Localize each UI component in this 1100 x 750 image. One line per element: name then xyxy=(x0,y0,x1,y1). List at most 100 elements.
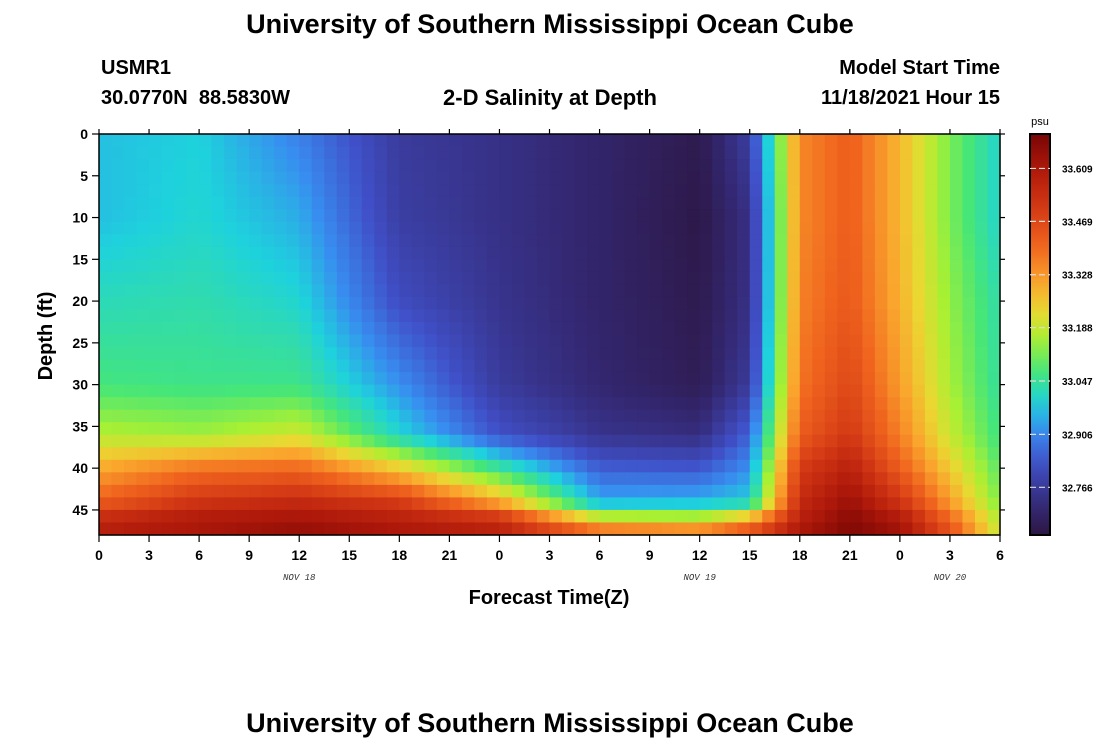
heatmap-cell xyxy=(299,184,313,198)
heatmap-cell xyxy=(674,246,688,260)
heatmap-cell xyxy=(737,422,751,436)
heatmap-cell xyxy=(962,447,976,461)
heatmap-cell xyxy=(511,472,526,486)
heatmap-cell xyxy=(812,284,826,298)
heatmap-cell xyxy=(211,397,225,411)
heatmap-cell xyxy=(274,171,288,185)
heatmap-cell xyxy=(186,296,200,311)
heatmap-cell xyxy=(749,409,763,423)
heatmap-cell xyxy=(662,372,676,386)
heatmap-cell xyxy=(311,284,325,298)
heatmap-cell xyxy=(862,284,876,298)
heatmap-cell xyxy=(762,146,776,160)
heatmap-cell xyxy=(324,409,338,423)
heatmap-cell xyxy=(624,397,638,411)
heatmap-cell xyxy=(574,422,588,436)
heatmap-cell xyxy=(361,321,375,336)
heatmap-cell xyxy=(987,221,1001,235)
heatmap-cell xyxy=(787,196,801,210)
heatmap-cell xyxy=(599,296,613,311)
heatmap-cell xyxy=(637,196,651,210)
heatmap-cell xyxy=(499,309,513,323)
heatmap-cell xyxy=(461,159,476,173)
heatmap-cell xyxy=(399,434,413,448)
heatmap-cell xyxy=(349,159,363,173)
heatmap-cell xyxy=(124,196,138,210)
heatmap-cell xyxy=(949,447,964,461)
heatmap-cell xyxy=(499,134,513,148)
heatmap-cell xyxy=(111,246,125,260)
heatmap-cell xyxy=(261,347,275,361)
heatmap-cell xyxy=(937,234,951,248)
heatmap-cell xyxy=(662,409,676,423)
heatmap-cell xyxy=(449,221,463,235)
heatmap-cell xyxy=(837,434,851,448)
heatmap-cell xyxy=(774,522,788,536)
heatmap-cell xyxy=(474,296,488,311)
heatmap-cell xyxy=(149,334,163,348)
heatmap-cell xyxy=(824,159,838,173)
heatmap-cell xyxy=(211,347,225,361)
heatmap-cell xyxy=(949,309,964,323)
heatmap-cell xyxy=(299,284,313,298)
heatmap-cell xyxy=(286,309,300,323)
heatmap-cell xyxy=(887,171,901,185)
heatmap-cell xyxy=(299,484,313,499)
heatmap-cell xyxy=(962,146,976,160)
heatmap-cell xyxy=(436,347,450,361)
heatmap-cell xyxy=(824,309,838,323)
heatmap-cell xyxy=(224,522,238,536)
heatmap-cell xyxy=(837,171,851,185)
heatmap-cell xyxy=(887,271,901,285)
heatmap-cell xyxy=(199,384,213,398)
heatmap-cell xyxy=(486,284,501,298)
heatmap-cell xyxy=(724,372,738,386)
heatmap-cell xyxy=(674,372,688,386)
heatmap-cell xyxy=(937,472,951,486)
heatmap-cell xyxy=(749,246,763,260)
heatmap-cell xyxy=(474,347,488,361)
heatmap-cell xyxy=(524,196,538,210)
x-tick-label: 9 xyxy=(646,547,654,563)
heatmap-cell xyxy=(349,234,363,248)
heatmap-cell xyxy=(211,259,225,273)
heatmap-cell xyxy=(536,409,551,423)
heatmap-cell xyxy=(724,309,738,323)
heatmap-cell xyxy=(887,359,901,373)
heatmap-cell xyxy=(662,522,676,536)
heatmap-cell xyxy=(587,509,601,524)
heatmap-cell xyxy=(549,221,563,235)
heatmap-cell xyxy=(937,409,951,423)
heatmap-cell xyxy=(349,484,363,499)
heatmap-cell xyxy=(161,284,175,298)
heatmap-cell xyxy=(224,434,238,448)
heatmap-cell xyxy=(687,422,701,436)
heatmap-cell xyxy=(136,271,150,285)
heatmap-cell xyxy=(274,509,288,524)
heatmap-cell xyxy=(874,484,888,499)
heatmap-cell xyxy=(249,522,263,536)
heatmap-cell xyxy=(987,184,1001,198)
heatmap-cell xyxy=(599,434,613,448)
heatmap-cell xyxy=(674,422,688,436)
heatmap-cell xyxy=(549,159,563,173)
heatmap-cell xyxy=(486,497,501,511)
heatmap-cell xyxy=(937,246,951,260)
heatmap-cell xyxy=(224,422,238,436)
heatmap-cell xyxy=(799,146,813,160)
heatmap-cell xyxy=(687,284,701,298)
heatmap-cell xyxy=(149,347,163,361)
heatmap-cell xyxy=(624,484,638,499)
heatmap-cell xyxy=(461,271,476,285)
heatmap-cell xyxy=(774,221,788,235)
heatmap-cell xyxy=(524,221,538,235)
heatmap-cell xyxy=(236,409,250,423)
heatmap-cell xyxy=(124,459,138,473)
heatmap-cell xyxy=(461,284,476,298)
heatmap-cell xyxy=(374,309,388,323)
heatmap-cell xyxy=(599,497,613,511)
heatmap-cell xyxy=(236,422,250,436)
heatmap-cell xyxy=(424,159,438,173)
heatmap-cell xyxy=(111,296,125,311)
heatmap-cell xyxy=(749,146,763,160)
